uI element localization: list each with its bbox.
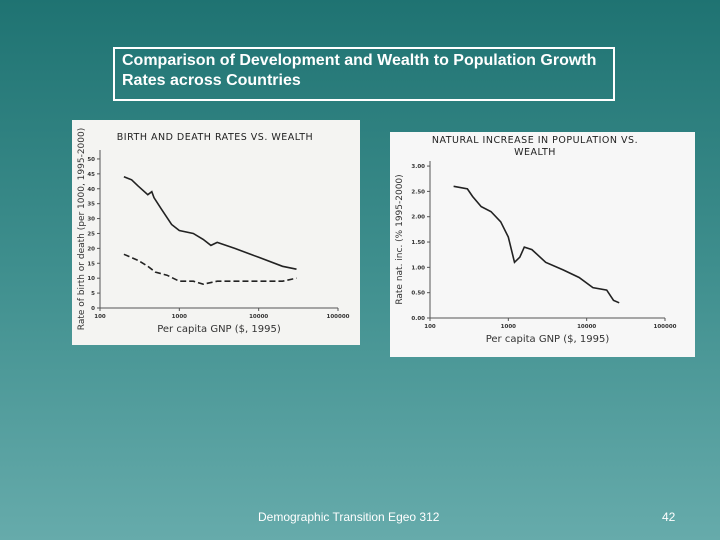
x-tick-label: 10000 xyxy=(249,314,268,320)
x-tick-label: 100000 xyxy=(327,314,350,320)
data-line xyxy=(123,253,297,286)
y-tick-label: 40 xyxy=(87,187,95,193)
y-tick-label: 15 xyxy=(87,261,95,267)
y-axis-label: Rate of birth or death (per 1000, 1995-2… xyxy=(77,128,87,330)
x-tick-label: 100 xyxy=(94,314,106,320)
y-tick-label: 30 xyxy=(87,217,95,223)
y-tick-label: 1.50 xyxy=(411,240,425,246)
y-tick-label: 35 xyxy=(87,202,95,208)
y-tick-label: 0.50 xyxy=(411,291,425,297)
y-axis-label: Rate nat. inc. (% 1995-2000) xyxy=(395,174,405,304)
data-line xyxy=(123,176,297,270)
chart-title: NATURAL INCREASE IN POPULATION VS. WEALT… xyxy=(431,135,639,158)
y-tick-label: 1.00 xyxy=(411,265,425,271)
x-tick-label: 1000 xyxy=(501,324,516,330)
y-tick-label: 20 xyxy=(87,246,95,252)
data-line xyxy=(453,185,620,304)
y-tick-label: 5 xyxy=(91,291,95,297)
x-axis-label: Per capita GNP ($, 1995) xyxy=(486,334,610,345)
page-number: 42 xyxy=(662,510,676,524)
y-tick-label: 2.50 xyxy=(411,189,425,195)
y-tick-label: 10 xyxy=(87,276,95,282)
x-tick-label: 100 xyxy=(424,324,436,330)
y-tick-label: 25 xyxy=(87,231,95,237)
footer: Demographic Transition Egeo 312 xyxy=(258,510,440,524)
x-tick-label: 1000 xyxy=(172,314,187,320)
y-tick-label: 50 xyxy=(87,157,95,163)
y-tick-label: 2.00 xyxy=(411,215,425,221)
y-tick-label: 0.00 xyxy=(411,316,425,322)
chart-panel xyxy=(72,120,360,345)
chart-title: BIRTH AND DEATH RATES VS. WEALTH xyxy=(116,132,314,143)
x-axis-label: Per capita GNP ($, 1995) xyxy=(157,324,281,335)
x-tick-label: 100000 xyxy=(654,324,677,330)
slide-title: Comparison of Development and Wealth to … xyxy=(113,47,615,101)
y-tick-label: 0 xyxy=(91,306,95,312)
y-tick-label: 3.00 xyxy=(411,164,425,170)
y-tick-label: 45 xyxy=(87,172,95,178)
chart-panel xyxy=(390,132,695,357)
x-tick-label: 10000 xyxy=(577,324,596,330)
